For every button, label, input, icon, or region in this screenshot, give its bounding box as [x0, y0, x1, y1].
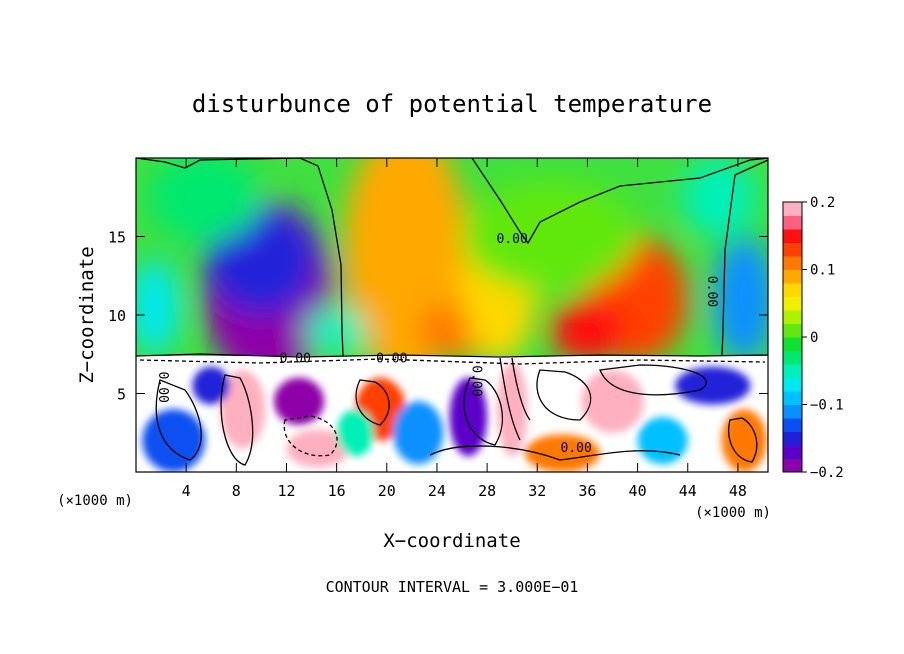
y-tick-label: 5: [117, 386, 126, 404]
field-blob: [286, 429, 350, 468]
contour-label: 0.00: [376, 351, 407, 366]
contour-line: [155, 379, 202, 461]
x-tick-label: 24: [428, 482, 446, 500]
x-unit-label-left: (×1000 m): [57, 493, 133, 509]
contour-line: [471, 157, 769, 245]
colorbar-tick-label: 0: [810, 330, 818, 346]
colorbar-swatch: [783, 391, 802, 405]
chart-title: disturbunce of potential temperature: [192, 90, 712, 118]
colorbar-swatch: [783, 431, 802, 446]
colorbar-swatch: [783, 256, 802, 270]
colorbar-swatch: [783, 350, 802, 365]
x-tick-label: 20: [378, 482, 396, 500]
colorbar: 0.2 0.1 0 −0.1 −0.2: [782, 195, 844, 481]
contour-interval-note: CONTOUR INTERVAL = 3.000E−01: [326, 578, 579, 596]
x-axis-title: X−coordinate: [383, 530, 520, 552]
field-blob: [462, 181, 638, 292]
x-tick-label: 16: [328, 482, 346, 500]
contour-line: [728, 417, 758, 463]
colorbar-swatch: [783, 364, 802, 378]
colorbar-tick-label: −0.2: [810, 465, 844, 481]
field-blob: [712, 236, 768, 356]
y-axis-title: Z−coordinate: [76, 246, 98, 383]
field-blob: [148, 158, 262, 242]
field-blob: [142, 409, 205, 472]
contour-label: 0.00: [497, 232, 528, 247]
field-blob: [305, 307, 368, 355]
x-tick-label: 40: [629, 482, 647, 500]
field-blob: [136, 260, 180, 355]
colorbar-swatch: [783, 269, 802, 284]
field-blob: [336, 409, 375, 457]
x-tick-label: 12: [277, 482, 295, 500]
y-tick-label: 15: [108, 229, 126, 247]
y-tick-label: 10: [108, 307, 126, 325]
field-blob: [675, 366, 751, 405]
field-blob: [637, 417, 688, 465]
colorbar-swatch: [783, 229, 802, 243]
contour-line: [599, 364, 707, 396]
x-axis: 4 8 12 16 20 24 28 32 36 40 44 48: [182, 158, 747, 500]
colorbar-swatch: [783, 283, 802, 297]
x-tick-label: 44: [679, 482, 697, 500]
contour-line: [429, 445, 681, 461]
contour-line: [536, 369, 592, 421]
heatmap-field: 0.00 0.00 0.00 0.00 0.00 0.00 0.00: [135, 157, 769, 473]
colorbar-swatch: [783, 296, 802, 311]
field-blob: [581, 369, 644, 433]
contour-line: [135, 157, 344, 357]
contour-label: 0.00: [704, 276, 719, 307]
y-axis: 5 10 15: [108, 229, 768, 404]
field-blob: [721, 409, 767, 472]
field-blob: [273, 377, 325, 425]
colorbar-swatch: [783, 310, 802, 324]
colorbar-tick-label: 0.1: [810, 263, 835, 279]
field-blob: [220, 369, 266, 449]
colorbar-swatch: [783, 418, 802, 432]
colorbar-swatch: [783, 215, 802, 230]
x-tick-label: 36: [578, 482, 596, 500]
field-blob: [192, 366, 231, 405]
x-tick-label: 32: [528, 482, 546, 500]
x-tick-label: 8: [232, 482, 241, 500]
contour-line: [220, 374, 254, 466]
x-tick-label: 48: [729, 482, 747, 500]
field-blob: [549, 299, 626, 356]
contour-line: [135, 353, 769, 358]
contour-line: [139, 358, 766, 365]
field-blob: [524, 434, 600, 472]
contour-line: [463, 377, 504, 446]
x-unit-label-right: (×1000 m): [695, 505, 771, 521]
contour-label: 0.00: [280, 351, 311, 366]
colorbar-swatch: [783, 458, 802, 473]
colorbar-swatch: [783, 445, 802, 459]
colorbar-swatch: [783, 323, 802, 338]
contour-line: [355, 379, 390, 426]
colorbar-swatch: [783, 202, 802, 216]
colorbar-swatch: [783, 242, 802, 257]
contour-label: 0.00: [155, 372, 170, 403]
colorbar-tick-label: −0.1: [810, 398, 844, 414]
contour-line: [499, 357, 531, 441]
contour-label: 0.00: [560, 441, 591, 456]
field-blob: [393, 401, 444, 465]
x-tick-label: 28: [478, 482, 496, 500]
contour-label: 0.00: [468, 365, 483, 396]
colorbar-swatch: [783, 404, 802, 419]
x-tick-label: 4: [182, 482, 191, 500]
colorbar-swatch: [783, 337, 802, 351]
colorbar-tick-label: 0.2: [810, 195, 835, 211]
contour-line: [721, 159, 769, 357]
colorbar-swatch: [783, 377, 802, 392]
